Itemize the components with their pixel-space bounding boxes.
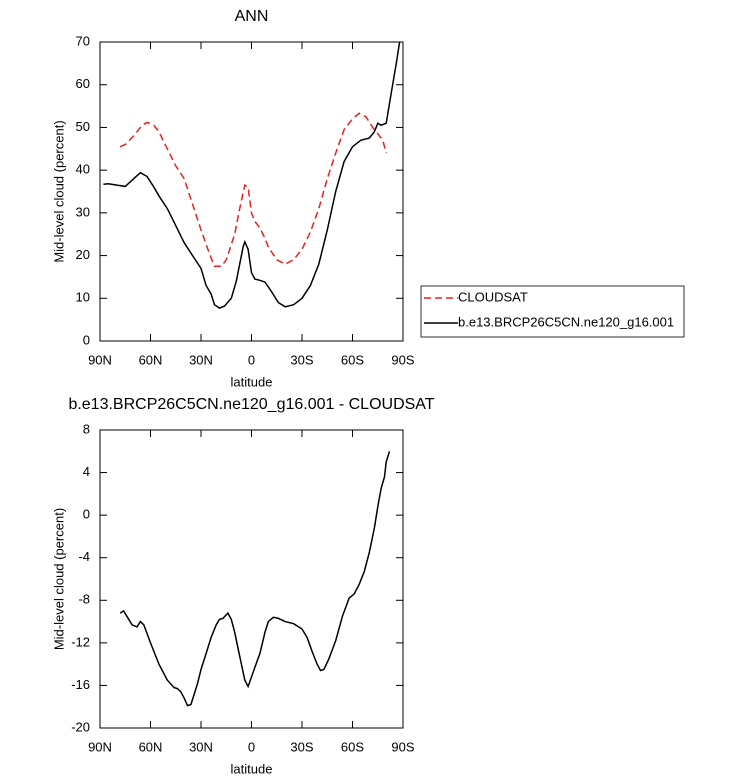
y-tick-label: 20 bbox=[76, 247, 90, 262]
y-tick-label: 70 bbox=[76, 33, 90, 48]
y-tick-label: 4 bbox=[83, 464, 90, 479]
y-tick-label: 50 bbox=[76, 119, 90, 134]
x-tick-label: 60S bbox=[341, 352, 364, 367]
y-tick-label: -8 bbox=[78, 592, 90, 607]
y-tick-label: 60 bbox=[76, 76, 90, 91]
chart-title: b.e13.BRCP26C5CN.ne120_g16.001 - CLOUDSA… bbox=[68, 396, 434, 413]
x-tick-label: 90N bbox=[88, 739, 112, 754]
y-axis-label: Mid-level cloud (percent) bbox=[51, 508, 66, 650]
y-tick-label: 10 bbox=[76, 290, 90, 305]
y-axis-label: Mid-level cloud (percent) bbox=[51, 120, 66, 262]
x-tick-label: 30S bbox=[290, 352, 313, 367]
x-tick-label: 60S bbox=[341, 739, 364, 754]
y-tick-label: 8 bbox=[83, 421, 90, 436]
x-tick-label: 90N bbox=[88, 352, 112, 367]
legend-box bbox=[420, 285, 685, 338]
x-tick-label: 60N bbox=[139, 739, 163, 754]
x-tick-label: 30N bbox=[189, 739, 213, 754]
y-tick-label: -20 bbox=[71, 719, 90, 734]
data-line bbox=[119, 451, 391, 707]
legend-label: CLOUDSAT bbox=[458, 289, 528, 304]
x-tick-label: 0 bbox=[248, 352, 255, 367]
y-tick-label: 30 bbox=[76, 204, 90, 219]
y-tick-label: -4 bbox=[78, 549, 90, 564]
x-tick-label: 30N bbox=[189, 352, 213, 367]
chart-title: ANN bbox=[235, 8, 269, 25]
x-tick-label: 0 bbox=[248, 739, 255, 754]
legend-label: b.e13.BRCP26C5CN.ne120_g16.001 bbox=[458, 314, 674, 329]
x-axis-label: latitude bbox=[231, 761, 273, 776]
y-tick-label: 40 bbox=[76, 162, 90, 177]
plot-frame bbox=[99, 429, 404, 729]
x-axis-label: latitude bbox=[231, 374, 273, 389]
y-tick-label: 0 bbox=[83, 332, 90, 347]
y-tick-label: -12 bbox=[71, 634, 90, 649]
x-tick-label: 90S bbox=[391, 352, 414, 367]
y-tick-label: 0 bbox=[83, 507, 90, 522]
x-tick-label: 30S bbox=[290, 739, 313, 754]
x-tick-label: 90S bbox=[391, 739, 414, 754]
y-tick-label: -16 bbox=[71, 677, 90, 692]
data-line bbox=[119, 112, 387, 268]
data-line bbox=[103, 41, 401, 309]
plot-frame bbox=[99, 41, 404, 342]
x-tick-label: 60N bbox=[139, 352, 163, 367]
